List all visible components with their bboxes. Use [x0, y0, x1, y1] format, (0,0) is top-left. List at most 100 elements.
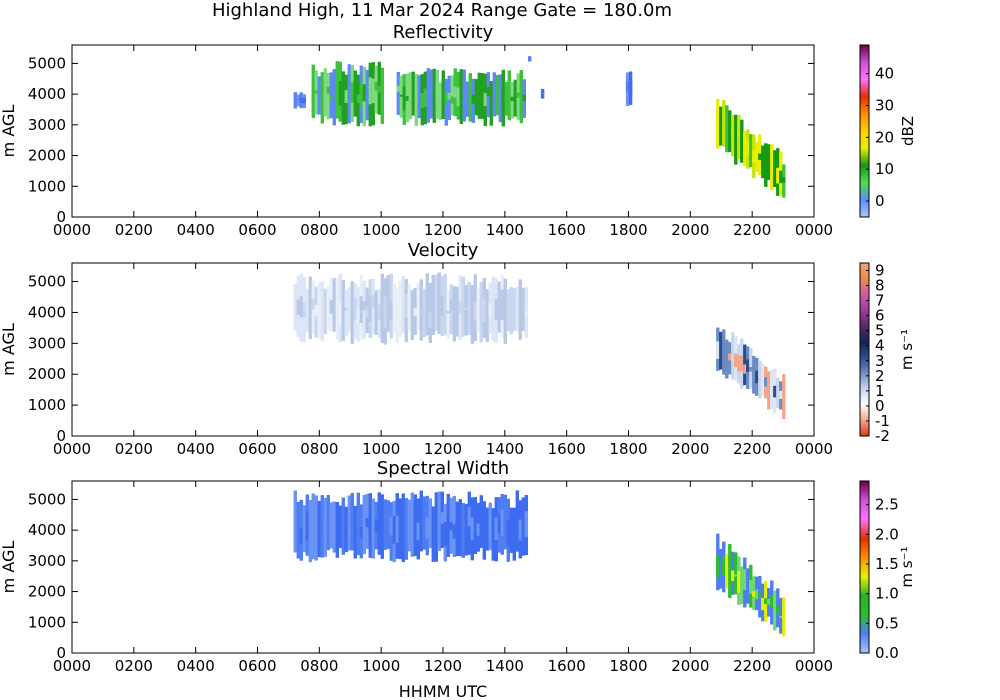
data-cell	[758, 360, 762, 399]
data-cell-core	[314, 90, 318, 94]
data-cell-core	[377, 520, 381, 530]
data-cell	[468, 73, 472, 122]
data-cell	[341, 71, 345, 125]
data-cell-core	[737, 571, 741, 593]
x-tick-label: 0800	[300, 221, 338, 239]
data-cell-core	[419, 507, 423, 533]
data-cell	[452, 286, 456, 342]
data-cell	[767, 144, 771, 181]
data-cell-core	[374, 519, 378, 533]
data-cell-core	[776, 167, 780, 184]
data-cell-core	[402, 86, 406, 111]
colorbar-label: m s⁻¹	[898, 329, 916, 370]
data-cell-core	[524, 511, 528, 538]
data-cell-core	[482, 297, 486, 323]
data-cell	[386, 500, 390, 549]
data-cell	[314, 495, 318, 561]
data-cell	[350, 281, 354, 344]
x-tick-label: 1400	[486, 657, 524, 675]
data-cell	[528, 56, 532, 62]
data-cell-core	[494, 517, 498, 540]
colorbar-label: m s⁻¹	[898, 546, 916, 587]
data-cell-core	[410, 515, 414, 540]
data-cell-core	[386, 296, 390, 309]
data-cell-core	[737, 128, 741, 141]
data-cell	[482, 501, 486, 560]
data-cell	[719, 106, 723, 146]
data-cell-core	[731, 570, 735, 582]
data-cell-core	[420, 93, 424, 109]
data-cell-core	[416, 310, 420, 315]
data-cell	[507, 70, 511, 121]
data-cell-core	[749, 580, 753, 594]
data-cell-core	[347, 523, 351, 529]
x-tick-label: 0800	[300, 440, 338, 458]
data-cell-core	[761, 597, 765, 611]
colorbar-tick-label: -1	[875, 412, 890, 430]
x-tick-label: 0400	[177, 440, 215, 458]
data-cell-core	[476, 303, 480, 317]
x-tick-label: 0000	[795, 657, 833, 675]
data-cell	[311, 493, 315, 560]
data-cell	[422, 496, 426, 550]
data-cell	[519, 69, 523, 124]
data-cell-core	[368, 514, 372, 541]
data-cell	[782, 597, 786, 637]
data-cell	[293, 92, 297, 109]
y-axis-label: m AGL	[0, 323, 18, 376]
data-regions	[293, 272, 786, 420]
data-cell	[492, 72, 496, 117]
data-cell-core	[383, 296, 387, 329]
data-cell	[437, 491, 441, 551]
colorbar-tick-label: 2.0	[875, 525, 899, 543]
data-cell	[332, 501, 336, 553]
x-tick-label: 2000	[671, 440, 709, 458]
data-cell-core	[467, 299, 471, 320]
figure-title: Highland High, 11 Mar 2024 Range Gate = …	[212, 0, 672, 21]
data-cell-core	[302, 524, 306, 533]
y-axis-label: m AGL	[0, 541, 18, 594]
x-tick-label: 1600	[548, 657, 586, 675]
data-cell-core	[453, 86, 457, 98]
colorbar-tick-label: 0.0	[875, 644, 899, 662]
data-cell	[509, 287, 513, 334]
colorbar-tick-label: 1.0	[875, 585, 899, 603]
data-cell	[317, 76, 321, 115]
data-cell-core	[755, 370, 759, 384]
data-cell	[417, 75, 421, 119]
data-cell	[341, 280, 345, 341]
data-cell-core	[329, 95, 333, 99]
data-cell	[462, 69, 466, 122]
data-cell-core	[329, 300, 333, 314]
data-cell	[365, 69, 369, 121]
data-cell-core	[489, 99, 493, 113]
data-cell-core	[488, 303, 492, 316]
x-tick-label: 1800	[609, 657, 647, 675]
y-tick-label: 5000	[28, 273, 66, 291]
data-cell	[431, 506, 435, 562]
y-tick-label: 2000	[28, 583, 66, 601]
x-tick-label: 0600	[238, 440, 276, 458]
x-tick-label: 1600	[548, 440, 586, 458]
colorbar-tick-label: 9	[875, 262, 885, 280]
data-cell-core	[435, 82, 439, 102]
x-tick-label: 1800	[609, 221, 647, 239]
data-cell	[326, 495, 330, 551]
data-cell-core	[458, 519, 462, 537]
data-cell-core	[374, 81, 378, 91]
data-cell-core	[344, 90, 348, 103]
data-cell	[485, 289, 489, 343]
data-cell	[734, 552, 738, 595]
panel-title: Velocity	[408, 240, 479, 261]
data-cell	[347, 495, 351, 551]
colorbar-tick-label: 4	[875, 337, 885, 355]
data-cell	[411, 71, 415, 116]
data-cell-core	[356, 94, 360, 103]
data-cell	[434, 274, 438, 331]
data-cell	[491, 276, 495, 341]
data-cell-core	[779, 390, 783, 399]
data-cell	[479, 282, 483, 343]
data-cell-core	[740, 355, 744, 371]
